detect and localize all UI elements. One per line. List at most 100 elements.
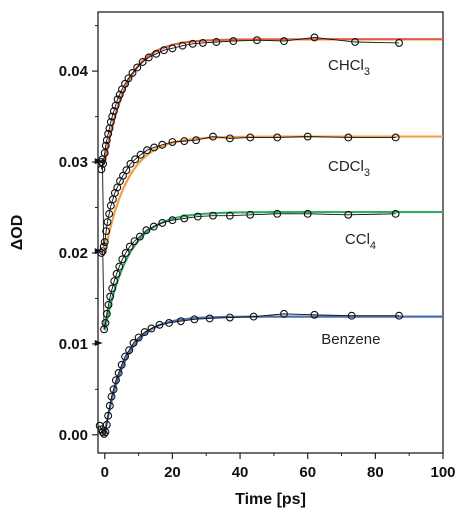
data-point xyxy=(114,369,123,377)
data-point xyxy=(142,226,151,235)
data-point xyxy=(121,249,130,257)
data-point xyxy=(125,242,134,251)
y-axis: 0.00 0.01 0.02 0.03 0.04 xyxy=(59,25,98,444)
x-tick-label: 80 xyxy=(367,464,384,481)
series-ccl4 xyxy=(97,209,443,334)
data-point xyxy=(102,309,111,318)
y-tick-label: 0.04 xyxy=(59,63,89,80)
data-point xyxy=(225,134,234,143)
data-point xyxy=(110,277,119,286)
series-cdcl3 xyxy=(97,132,443,254)
data-point xyxy=(122,166,131,175)
data-point xyxy=(126,159,135,168)
data-point xyxy=(109,107,118,116)
data-point xyxy=(103,218,112,226)
data-point xyxy=(273,133,282,142)
data-point xyxy=(168,138,177,146)
data-point xyxy=(118,255,127,264)
series-benzene xyxy=(95,309,443,438)
fit-curve xyxy=(103,315,443,434)
data-point xyxy=(97,249,106,257)
data-point xyxy=(188,39,197,48)
data-point xyxy=(117,360,126,369)
y-tick-label: 0.02 xyxy=(59,245,88,262)
data-point xyxy=(176,317,185,326)
data-point xyxy=(205,314,214,323)
data-point xyxy=(102,227,111,236)
data-point xyxy=(391,133,400,142)
data-point xyxy=(125,346,134,355)
data-point xyxy=(280,309,288,318)
data-point xyxy=(158,140,167,149)
fit-curve xyxy=(103,135,443,254)
data-point xyxy=(152,49,161,58)
data-point xyxy=(128,68,137,77)
data-point xyxy=(253,36,261,45)
data-point xyxy=(124,74,133,83)
y-tick-label: 0.01 xyxy=(59,336,88,353)
plot-border xyxy=(97,11,444,454)
data-point xyxy=(310,33,319,42)
data-point xyxy=(149,222,158,231)
data-point xyxy=(347,311,356,320)
data-point xyxy=(131,155,140,164)
data-point xyxy=(105,401,114,410)
data-point xyxy=(121,79,130,88)
offset-marker xyxy=(94,339,103,346)
data-point xyxy=(102,420,111,429)
series-layer xyxy=(94,33,443,438)
data-point xyxy=(310,310,319,319)
data-point xyxy=(303,132,312,141)
offset-marker xyxy=(94,158,103,165)
data-point xyxy=(99,159,108,168)
data-point xyxy=(212,38,221,46)
data-point xyxy=(119,171,127,180)
data-point xyxy=(225,211,234,220)
data-point xyxy=(395,38,403,47)
data-point xyxy=(273,209,282,218)
data-point xyxy=(98,428,107,437)
data-point xyxy=(113,183,122,192)
data-point xyxy=(229,37,238,46)
series-label: CCl4 xyxy=(345,231,376,252)
data-point xyxy=(351,38,360,46)
data-point xyxy=(395,311,403,320)
data-point xyxy=(246,133,255,142)
data-point xyxy=(101,319,110,327)
x-tick-label: 100 xyxy=(430,464,455,481)
data-point xyxy=(133,63,142,72)
data-point xyxy=(108,112,117,121)
data-point xyxy=(112,269,121,278)
x-tick-label: 20 xyxy=(164,464,181,481)
data-point xyxy=(143,146,151,155)
data-point xyxy=(100,429,109,438)
data-point xyxy=(140,328,149,337)
data-point xyxy=(121,352,130,361)
data-point xyxy=(104,300,113,309)
data-point xyxy=(101,141,110,150)
data-point xyxy=(192,136,201,145)
data-point xyxy=(209,132,217,141)
plot-frame xyxy=(97,11,444,454)
data-point xyxy=(180,137,189,146)
data-point xyxy=(104,129,113,138)
x-tick-label: 0 xyxy=(101,464,109,481)
data-point xyxy=(249,312,258,321)
series-chcl3 xyxy=(97,33,443,174)
data-point xyxy=(168,216,177,225)
data-point xyxy=(225,313,234,322)
data-point xyxy=(178,41,187,50)
data-point xyxy=(106,118,115,126)
x-tick-label: 60 xyxy=(299,464,316,481)
data-point xyxy=(391,209,400,218)
data-point xyxy=(165,319,173,327)
data-point xyxy=(190,315,199,324)
data-point xyxy=(130,237,139,246)
series-labels: CHCl3 CDCl3 CCl4 Benzene xyxy=(321,57,380,348)
y-axis-title: ΔOD xyxy=(9,215,26,251)
data-point xyxy=(108,284,117,293)
data-point xyxy=(111,376,120,385)
data-point xyxy=(180,214,189,223)
